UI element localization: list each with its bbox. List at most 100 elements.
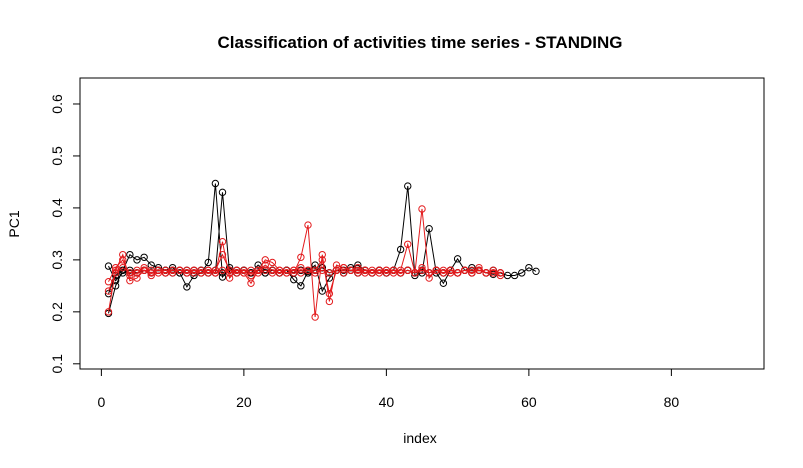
data-point [204, 266, 212, 274]
data-point [104, 308, 113, 316]
data-point [510, 271, 519, 280]
data-point [375, 266, 383, 274]
data-point [197, 269, 205, 277]
data-point [418, 205, 426, 213]
data-point [525, 263, 533, 272]
data-point [133, 266, 141, 274]
series-1 [104, 179, 540, 318]
series-layer [104, 179, 540, 321]
data-point [168, 263, 177, 272]
x-tick-label: 0 [97, 394, 105, 410]
data-point [404, 266, 412, 274]
data-point [489, 266, 497, 274]
data-point [482, 269, 490, 277]
data-point [218, 237, 227, 246]
data-point [126, 250, 134, 259]
data-point [354, 263, 362, 272]
data-point [168, 269, 177, 277]
data-point [339, 263, 348, 272]
data-point [261, 256, 269, 264]
data-point [133, 274, 141, 282]
y-tick-label: 0.5 [49, 146, 65, 166]
y-axis-label: PC1 [6, 210, 22, 237]
data-point [347, 266, 355, 274]
series-line [108, 253, 501, 294]
data-point [304, 221, 312, 229]
data-point [119, 250, 127, 259]
data-point [211, 269, 220, 277]
data-point [318, 250, 326, 259]
data-point [425, 274, 433, 282]
series-6 [104, 263, 505, 295]
data-point [133, 256, 141, 264]
data-point [261, 266, 269, 274]
data-point [140, 263, 148, 272]
data-point [361, 266, 369, 274]
data-point [119, 269, 127, 277]
data-point [290, 266, 298, 274]
data-point [453, 255, 462, 263]
data-point [218, 266, 227, 274]
data-point [297, 282, 305, 290]
y-tick-label: 0.3 [49, 250, 65, 270]
data-point [453, 269, 462, 277]
data-point [439, 269, 448, 277]
data-point [225, 274, 234, 282]
data-point [261, 269, 269, 277]
data-point [204, 269, 212, 277]
y-tick-label: 0.2 [49, 302, 65, 322]
data-point [176, 266, 184, 274]
data-point [325, 289, 334, 298]
data-point [190, 269, 198, 277]
data-point [361, 269, 369, 277]
data-point [261, 261, 269, 269]
data-point [140, 266, 148, 274]
data-point [468, 269, 476, 277]
data-point [154, 266, 163, 274]
data-point [318, 287, 326, 295]
x-tick-label: 40 [379, 394, 395, 410]
y-tick-label: 0.6 [49, 94, 65, 114]
data-point [446, 266, 455, 274]
data-point [247, 271, 255, 280]
data-point [126, 269, 134, 277]
data-point [254, 266, 262, 274]
data-point [290, 269, 298, 277]
data-point [354, 269, 362, 277]
data-point [304, 266, 312, 274]
chart-title: Classification of activities time series… [218, 33, 623, 52]
data-point [211, 179, 220, 188]
data-point [183, 266, 191, 274]
data-point [375, 269, 383, 277]
data-point [268, 266, 277, 274]
x-tick-label: 80 [664, 394, 680, 410]
data-point [532, 267, 540, 276]
data-point [282, 269, 291, 277]
data-point [297, 253, 305, 261]
data-point [396, 266, 405, 274]
data-point [154, 263, 163, 272]
data-point [218, 269, 227, 277]
data-point [268, 258, 277, 267]
data-point [176, 269, 184, 277]
data-point [311, 269, 319, 277]
data-point [411, 269, 419, 277]
data-point [126, 276, 134, 285]
data-point [204, 258, 212, 267]
data-point [425, 269, 433, 277]
data-point [518, 269, 526, 277]
data-point [104, 262, 113, 270]
data-point [446, 269, 455, 277]
data-point [225, 266, 234, 274]
data-point [233, 266, 241, 274]
data-point [475, 266, 483, 274]
data-point [268, 269, 277, 277]
data-point [325, 297, 334, 306]
data-point [382, 266, 391, 274]
data-point [354, 266, 362, 274]
data-point [233, 269, 241, 277]
data-point [240, 269, 248, 277]
data-point [275, 269, 284, 277]
data-point [161, 266, 170, 274]
data-point [432, 269, 440, 277]
